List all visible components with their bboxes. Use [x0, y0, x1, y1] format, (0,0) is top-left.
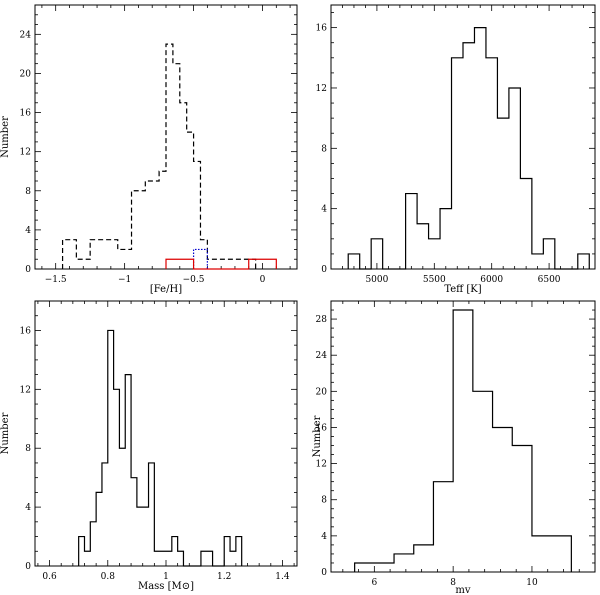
- y-tick-label: 12: [20, 148, 31, 158]
- histogram-series-Teff: [347, 27, 590, 270]
- x-tick-label: 0.6: [42, 572, 57, 582]
- y-tick-label: 4: [25, 503, 31, 513]
- x-tick-label: 5000: [365, 275, 388, 285]
- x-tick-label: 6500: [538, 275, 561, 285]
- histogram-series-blue-subset: [192, 248, 208, 269]
- y-tick-label: 8: [321, 144, 327, 154]
- y-tick-label: 16: [20, 326, 32, 336]
- x-tick-label: 8: [450, 578, 456, 588]
- y-tick-label: 20: [20, 69, 32, 79]
- x-tick-label: 0: [260, 275, 266, 285]
- x-tick-label: 1.4: [275, 572, 290, 582]
- x-tick-label: −1.5: [45, 275, 67, 285]
- histogram-series-mv: [354, 309, 572, 572]
- histogram-panel-4: 6 8 10 0 4 8 12 16 20 24 28 mv Number: [312, 300, 596, 595]
- y-tick-label: 16: [316, 24, 328, 34]
- histogram-series-red-subset: [165, 258, 277, 270]
- y-tick-label: 28: [316, 315, 328, 325]
- y-tick-label: 8: [321, 496, 327, 506]
- histogram-series-all: [61, 43, 257, 269]
- y-tick-label: 12: [316, 460, 327, 470]
- y-tick-label: 16: [20, 109, 32, 119]
- y-axis-label: Number: [0, 412, 11, 454]
- x-axis-label: Teff [K]: [444, 284, 481, 295]
- y-tick-label: 16: [316, 423, 328, 433]
- y-tick-label: 8: [25, 187, 31, 197]
- x-axis-label: [Fe/H]: [150, 284, 182, 295]
- x-tick-label: −0.5: [183, 275, 205, 285]
- histogram-panel-1: −1.5 −1 −0.5 0 0 4 8 12 16 20 24 [Fe/H] Number: [0, 4, 298, 295]
- y-tick-label: 0: [25, 265, 31, 275]
- y-tick-label: 0: [321, 265, 327, 275]
- y-tick-label: 4: [321, 532, 327, 542]
- y-tick-label: 0: [25, 562, 31, 572]
- y-axis-label: Number: [312, 415, 323, 457]
- plot-frame: [330, 4, 596, 270]
- x-tick-label: 10: [526, 578, 538, 588]
- plot-frame: [34, 300, 298, 567]
- histogram-panel-2: 5000 5500 6000 6500 0 4 8 12 16 Teff [K]: [316, 4, 596, 295]
- y-tick-label: 0: [321, 568, 327, 578]
- y-tick-label: 24: [20, 30, 32, 40]
- x-axis-label: mv: [455, 585, 470, 595]
- x-tick-label: 5500: [423, 275, 446, 285]
- x-tick-label: 0.8: [101, 572, 116, 582]
- y-tick-label: 4: [321, 205, 327, 215]
- y-tick-label: 24: [316, 351, 328, 361]
- y-axis-label: Number: [0, 116, 11, 158]
- histogram-series-Mass: [78, 329, 243, 567]
- x-tick-label: 1: [163, 572, 169, 582]
- y-tick-label: 8: [25, 444, 31, 454]
- x-axis-label: Mass [M⊙]: [138, 581, 194, 592]
- histogram-panel-3: 0.6 0.8 1 1.2 1.4 0 4 8 12 16 Mass [M⊙] Number: [0, 300, 298, 592]
- x-tick-label: 6000: [480, 275, 503, 285]
- y-tick-label: 20: [316, 387, 328, 397]
- y-tick-label: 12: [316, 84, 327, 94]
- x-tick-label: −1: [118, 275, 131, 285]
- x-tick-label: 1.2: [217, 572, 231, 582]
- plot-frame: [330, 300, 596, 573]
- y-tick-label: 12: [20, 385, 31, 395]
- x-tick-label: 6: [371, 578, 377, 588]
- y-tick-label: 4: [25, 226, 31, 236]
